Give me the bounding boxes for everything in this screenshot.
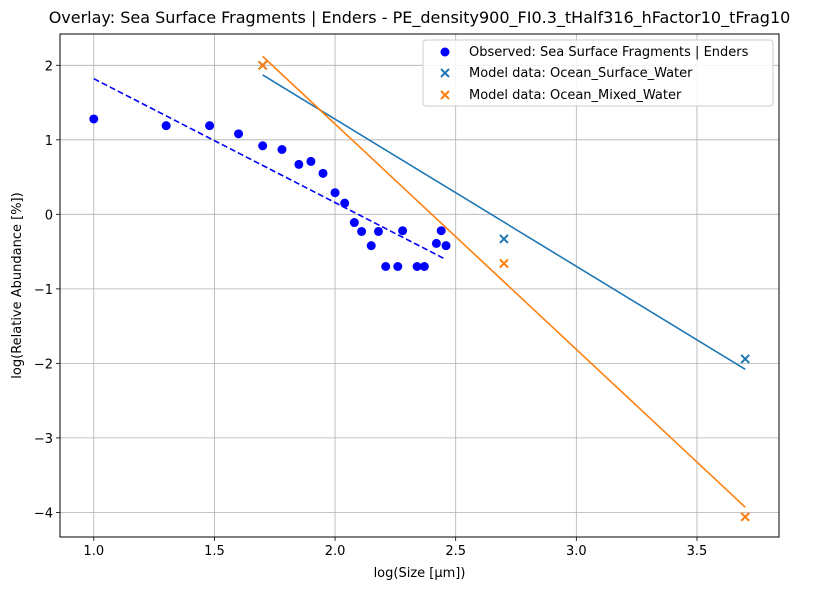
fit-line [262, 74, 746, 371]
data-point [234, 129, 244, 139]
data-point [205, 121, 215, 131]
legend-entry-observed: Observed: Sea Surface Fragments | Enders [469, 45, 749, 60]
legend-box [422, 39, 774, 107]
x-tick-label: 1.5 [204, 544, 225, 559]
y-tick-label: −2 [34, 357, 53, 372]
fit-line [262, 55, 746, 508]
data-point [330, 188, 340, 198]
x-tick-label: 2.0 [325, 544, 346, 559]
y-tick-label: −4 [34, 506, 53, 521]
x-tick-label: 3.5 [687, 544, 708, 559]
data-point [277, 145, 287, 155]
x-tick-label: 1.0 [83, 544, 104, 559]
y-axis-label: log(Relative Abundance [%]) [10, 192, 25, 378]
data-point [366, 241, 376, 251]
legend: Observed: Sea Surface Fragments | Enders… [422, 39, 774, 107]
data-point [499, 234, 509, 244]
data-point [499, 258, 509, 269]
data-point [318, 168, 328, 178]
data-point [257, 60, 268, 71]
plot-frame [59, 33, 780, 538]
data-point [294, 159, 304, 169]
data-point [740, 354, 750, 364]
data-point [89, 114, 99, 124]
data-point [373, 226, 383, 236]
data-point [393, 261, 403, 271]
data-point [349, 218, 359, 228]
legend-marker [440, 68, 450, 78]
data-point [161, 121, 171, 131]
grid [60, 34, 779, 537]
data-point [306, 156, 316, 166]
axis-ticks: 1.0 1.5 2.0 2.5 3.0 3.5 −4 −3 −2 −1 0 1 2 [34, 59, 707, 559]
data-points [89, 60, 750, 522]
chart-title: Overlay: Sea Surface Fragments | Enders … [49, 8, 791, 28]
data-point [381, 261, 391, 271]
data-point [357, 226, 367, 236]
x-tick-label: 3.0 [566, 544, 587, 559]
y-tick-label: 0 [45, 208, 53, 223]
x-tick-label: 2.5 [445, 544, 466, 559]
data-point [431, 238, 441, 248]
y-tick-label: −3 [34, 432, 53, 447]
data-point [441, 241, 451, 251]
y-tick-label: −1 [34, 283, 53, 298]
data-point [258, 141, 268, 151]
data-point [436, 226, 446, 236]
y-tick-label: 1 [45, 134, 53, 149]
fit-line [93, 77, 444, 260]
data-point [340, 198, 350, 208]
legend-entry-ocean-surface-water: Model data: Ocean_Surface_Water [469, 66, 693, 81]
fit-lines [93, 55, 746, 508]
data-point [398, 226, 408, 236]
legend-marker [440, 90, 450, 100]
x-axis-label: log(Size [μm]) [374, 566, 466, 581]
data-point [412, 261, 422, 271]
legend-marker [440, 47, 450, 57]
data-point [419, 261, 429, 271]
y-tick-label: 2 [45, 59, 53, 74]
legend-entry-ocean-mixed-water: Model data: Ocean_Mixed_Water [469, 88, 682, 103]
data-point [740, 512, 750, 522]
